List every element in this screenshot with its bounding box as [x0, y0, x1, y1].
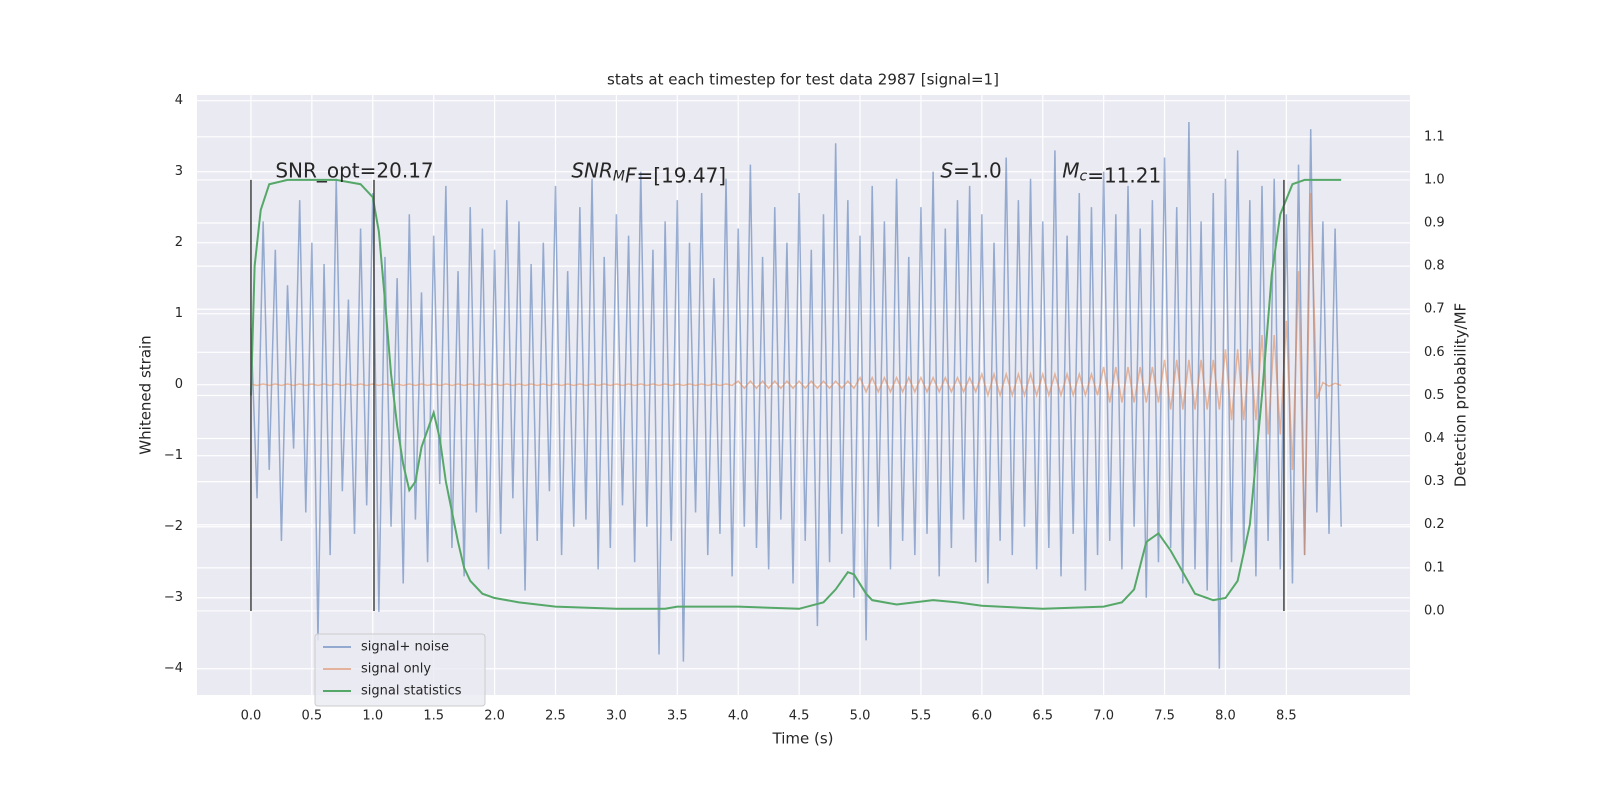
x-tick-label: 2.0 [484, 709, 505, 724]
x-tick-label: 5.5 [911, 709, 932, 724]
x-tick-label: 3.5 [667, 709, 688, 724]
y-tick-label: −3 [164, 590, 183, 605]
series-line [250, 192, 1342, 556]
y2-axis-label: Detection probability/MF [1452, 303, 1470, 487]
y-tick-label: 3 [175, 164, 183, 179]
annotation: SNR_opt=20.17 [275, 158, 433, 182]
annotation-sub: M [613, 169, 625, 185]
series-line [249, 178, 1342, 610]
x-tick-label: 7.5 [1154, 709, 1175, 724]
x-tick-label: 6.0 [971, 709, 992, 724]
y-axis-label: Whitened strain [137, 335, 155, 454]
y2-tick-label: 0.1 [1424, 560, 1445, 575]
y2-tick-label: 0.4 [1424, 431, 1445, 446]
y2-tick-label: 0.0 [1424, 603, 1445, 618]
y-tick-label: −1 [164, 448, 183, 463]
y2-tick-label: 1.1 [1424, 129, 1445, 144]
y2-tick-label: 0.7 [1424, 302, 1445, 317]
x-tick-label: 1.0 [362, 709, 383, 724]
series-line [250, 121, 1342, 669]
x-tick-label: 8.0 [1215, 709, 1236, 724]
annotation-text: =[19.47] [636, 163, 726, 187]
legend-box [314, 633, 486, 707]
annotation: SNRMF=[19.47] [571, 158, 726, 187]
x-tick-label: 0.5 [302, 709, 323, 724]
x-tick-label: 5.0 [850, 709, 871, 724]
x-tick-label: 4.5 [789, 709, 810, 724]
y2-tick-label: 0.9 [1424, 216, 1445, 231]
y-tick-label: −4 [164, 661, 183, 676]
chart-title: stats at each timestep for test data 298… [607, 71, 999, 89]
annotation-math: S [940, 158, 953, 182]
x-axis-label: Time (s) [772, 730, 834, 748]
y2-tick-label: 0.2 [1424, 517, 1445, 532]
x-tick-label: 0.0 [241, 709, 262, 724]
annotation-text: =1.0 [953, 158, 1002, 182]
y2-tick-label: 0.5 [1424, 388, 1445, 403]
annotation-math: SNR [571, 158, 613, 182]
y-tick-label: 0 [175, 377, 183, 392]
annotation-text: =11.21 [1087, 163, 1161, 187]
x-tick-label: 7.0 [1093, 709, 1114, 724]
y2-tick-label: 0.6 [1424, 345, 1445, 360]
x-tick-label: 8.5 [1276, 709, 1297, 724]
y-tick-label: −2 [164, 519, 183, 534]
legend-label: signal+ noise [361, 640, 449, 655]
y-tick-label: 2 [175, 235, 183, 250]
y-tick-label: 1 [175, 306, 183, 321]
annotation-text: SNR_opt=20.17 [275, 158, 433, 182]
x-tick-label: 3.0 [606, 709, 627, 724]
y2-tick-label: 0.3 [1424, 474, 1445, 489]
y2-tick-label: 1.0 [1424, 172, 1445, 187]
x-tick-label: 2.5 [545, 709, 566, 724]
legend-label: signal statistics [361, 684, 462, 699]
x-tick-label: 6.5 [1032, 709, 1053, 724]
legend-label: signal only [361, 662, 431, 677]
annotation: Mc=11.21 [1062, 158, 1161, 187]
annotation-sub: c [1079, 169, 1087, 185]
y2-tick-label: 0.8 [1424, 259, 1445, 274]
annotation: S=1.0 [940, 158, 1001, 182]
annotation-math: M [1062, 158, 1079, 182]
x-tick-label: 1.5 [423, 709, 444, 724]
x-tick-label: 4.0 [728, 709, 749, 724]
y-tick-label: 4 [175, 93, 183, 108]
annotation-math: F [625, 163, 637, 187]
